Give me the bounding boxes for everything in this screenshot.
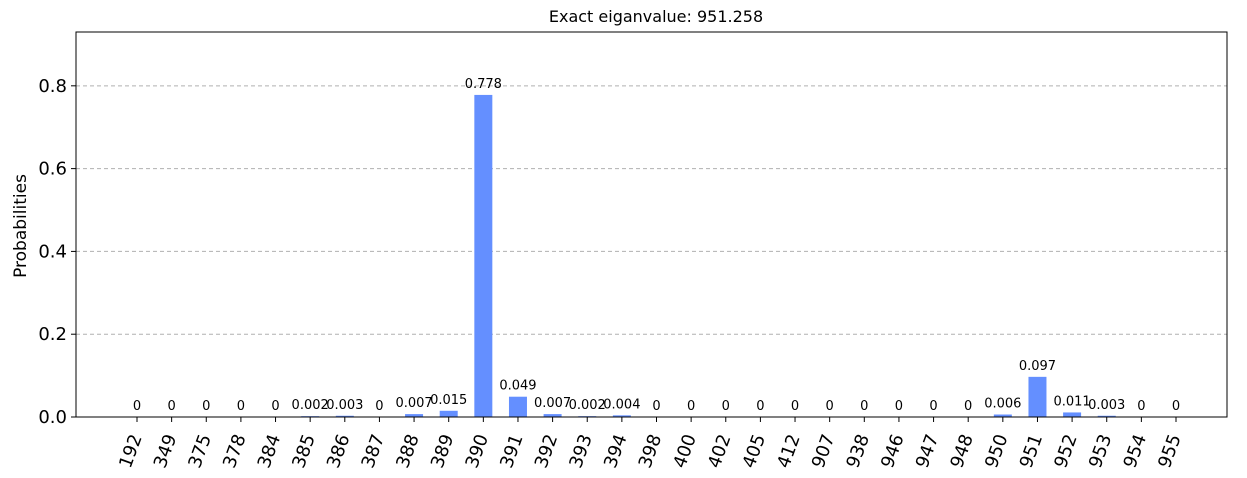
y-axis-label: Probabilities: [11, 174, 31, 278]
bar-value-label: 0.011: [1053, 394, 1090, 409]
x-tick-label: 412: [773, 432, 804, 471]
bar-value-label: 0.778: [465, 77, 502, 92]
x-tick-label: 378: [219, 432, 250, 471]
x-tick-label: 387: [358, 432, 389, 471]
x-tick-label: 393: [565, 432, 596, 471]
chart-title: Exact eiganvalue: 951.258: [549, 7, 763, 26]
bar-value-label: 0.007: [395, 396, 432, 411]
bar: [543, 414, 562, 417]
bar-value-label: 0: [756, 399, 764, 414]
plot-frame: [75, 31, 1228, 418]
x-tick-label: 907: [808, 432, 839, 471]
bar-value-label: 0: [826, 399, 834, 414]
bar: [993, 414, 1012, 417]
y-tick-label: 0.0: [38, 407, 67, 428]
x-tick-label: 192: [115, 432, 146, 471]
y-tick-label: 0.6: [38, 159, 67, 180]
x-tick-label: 394: [600, 432, 631, 471]
bar-value-label: 0: [167, 399, 175, 414]
bar-value-label: 0.003: [326, 398, 363, 413]
x-tick-label: 402: [704, 432, 735, 471]
bar-value-label: 0: [202, 399, 210, 414]
bar-value-label: 0.015: [430, 393, 467, 408]
bar: [508, 396, 527, 417]
bar: [474, 94, 493, 417]
grid-lines: [76, 85, 1227, 335]
x-tick-label: 349: [150, 432, 181, 471]
bar-value-label: 0: [791, 399, 799, 414]
x-tick-label: 947: [912, 432, 943, 471]
x-tick-label: 390: [462, 432, 493, 471]
x-tick-label: 950: [981, 432, 1012, 471]
bar-value-label: 0: [375, 399, 383, 414]
bar-value-label: 0: [271, 399, 279, 414]
bar-value-label: 0.002: [569, 398, 606, 413]
bar-value-label: 0.002: [292, 398, 329, 413]
bar: [405, 414, 424, 417]
bar: [1063, 412, 1082, 417]
x-tick-label: 946: [877, 432, 908, 471]
bar-value-label: 0: [237, 399, 245, 414]
bar: [1097, 415, 1116, 417]
x-tick-label: 952: [1050, 432, 1081, 471]
y-tick-label: 0.2: [38, 324, 67, 345]
bar-value-label: 0.097: [1019, 359, 1056, 374]
x-tick-label: 953: [1085, 432, 1116, 471]
bar: [335, 415, 354, 417]
x-tick-label: 389: [427, 432, 458, 471]
bar: [1028, 376, 1047, 417]
bar-value-label: 0.007: [534, 396, 571, 411]
bars: [301, 94, 1116, 417]
x-tick-label: 948: [946, 432, 977, 471]
x-tick-label: 384: [254, 432, 285, 471]
x-tick-label: 392: [531, 432, 562, 471]
x-tick-label: 398: [635, 432, 666, 471]
x-tick-label: 955: [1154, 432, 1185, 471]
bar-value-label: 0: [929, 399, 937, 414]
bar: [439, 410, 458, 417]
x-tick-label: 954: [1120, 432, 1151, 471]
x-tick-label: 385: [288, 432, 319, 471]
bar-value-label: 0: [1172, 399, 1180, 414]
bar-value-label: 0: [964, 399, 972, 414]
x-tick-label: 391: [496, 432, 527, 471]
y-ticks: 0.0 0.2 0.4 0.6 0.8: [38, 76, 76, 428]
y-tick-label: 0.4: [38, 241, 67, 262]
x-tick-label: 405: [739, 432, 770, 471]
x-tick-label: 388: [392, 432, 423, 471]
bar-value-label: 0: [687, 399, 695, 414]
x-tick-label: 400: [669, 432, 700, 471]
y-tick-label: 0.8: [38, 76, 67, 97]
bar-value-label: 0: [895, 399, 903, 414]
bar-value-label: 0: [860, 399, 868, 414]
x-tick-label: 375: [184, 432, 215, 471]
bar-value-label: 0.006: [984, 397, 1021, 412]
bar-value-label: 0: [133, 399, 141, 414]
bar: [612, 415, 631, 417]
x-tick-label: 938: [843, 432, 874, 471]
bar-value-label: 0.003: [1088, 398, 1125, 413]
x-tick-label: 951: [1016, 432, 1047, 471]
x-tick-label: 386: [323, 432, 354, 471]
x-ticks: 192 349 375 378 384 385 386 387 388 389 390 391 392 3…: [115, 417, 1186, 471]
bar-value-label: 0.004: [603, 397, 640, 412]
bar-value-label: 0: [1137, 399, 1145, 414]
bar-value-label: 0: [652, 399, 660, 414]
bar-value-label: 0: [722, 399, 730, 414]
bar-value-label: 0.049: [499, 379, 536, 394]
